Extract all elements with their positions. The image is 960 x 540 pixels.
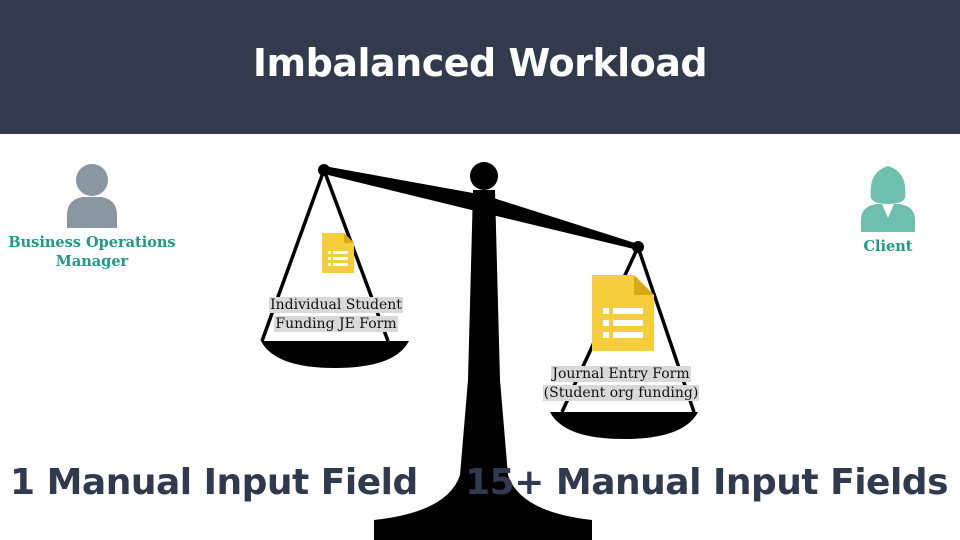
client-role: Client bbox=[863, 238, 913, 255]
page-title: Imbalanced Workload bbox=[252, 41, 708, 85]
left-form-label-line2: Funding JE Form bbox=[274, 316, 398, 332]
right-input-count: 15+ Manual Input Fields bbox=[465, 462, 948, 503]
manager-role-line1: Business Operations bbox=[8, 234, 176, 251]
right-form-label-line2: (Student org funding) bbox=[542, 385, 700, 401]
left-form-label: Individual Student Funding JE Form bbox=[248, 296, 424, 334]
scale-pillar bbox=[374, 190, 592, 540]
left-input-count: 1 Manual Input Field bbox=[10, 462, 418, 503]
beam-left-knob bbox=[318, 164, 330, 176]
right-form-label-line1: Journal Entry Form bbox=[551, 366, 691, 382]
right-form-label: Journal Entry Form (Student org funding) bbox=[526, 365, 716, 403]
client: Client bbox=[842, 160, 934, 256]
balance-scale bbox=[260, 162, 698, 540]
manager-role-line2: Manager bbox=[55, 253, 129, 270]
female-person-icon bbox=[861, 166, 915, 232]
left-form-label-line1: Individual Student bbox=[269, 297, 403, 313]
left-pan bbox=[261, 341, 409, 368]
business-operations-manager: Business Operations Manager bbox=[8, 160, 176, 271]
pillar-top-knob bbox=[470, 162, 498, 190]
document-icon bbox=[592, 275, 654, 351]
beam-right-knob bbox=[632, 241, 644, 253]
right-pan bbox=[550, 412, 698, 439]
person-icon bbox=[67, 164, 117, 228]
document-icon bbox=[322, 233, 354, 273]
right-pan-string bbox=[636, 246, 696, 413]
title-banner: Imbalanced Workload bbox=[0, 0, 960, 134]
